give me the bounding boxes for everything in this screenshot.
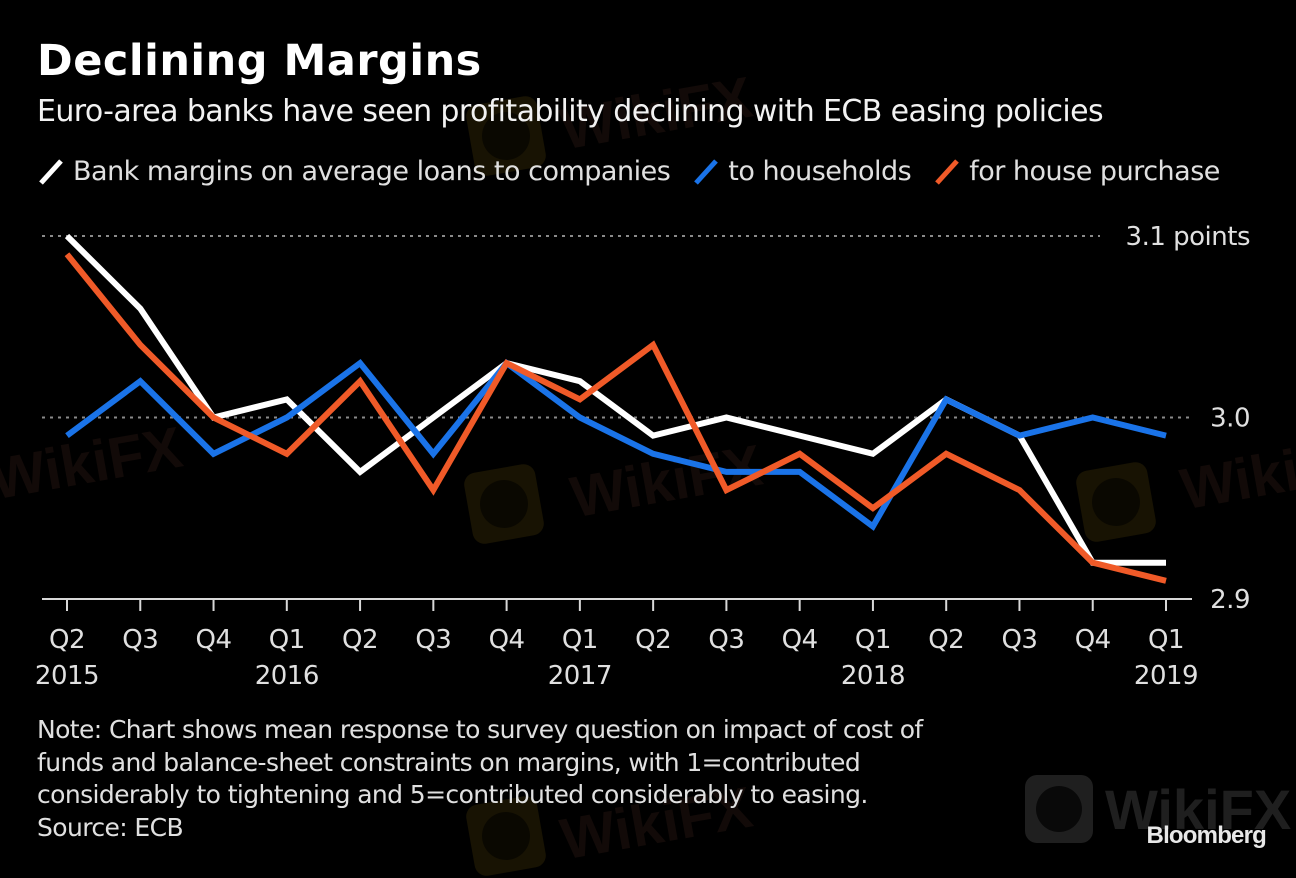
wikifx-logo-icon: [1025, 775, 1093, 843]
series-layer: [64, 233, 1169, 584]
x-tick-label-quarter: Q2: [342, 625, 378, 655]
grid-layer: [42, 235, 1190, 419]
legend-item-households: to households: [692, 156, 912, 187]
series-line-households: [65, 358, 1167, 531]
x-tick-label-year: 2019: [1134, 661, 1198, 691]
bloomberg-logo: Bloomberg: [1146, 822, 1267, 849]
series-line-companies: [64, 233, 1166, 566]
legend-item-house-purchase: for house purchase: [933, 156, 1220, 187]
legend-label-companies: Bank margins on average loans to compani…: [73, 156, 671, 187]
x-tick-label-year: 2016: [255, 661, 319, 691]
data-point-house-purchase: [211, 415, 217, 421]
data-point-companies: [137, 306, 143, 312]
x-tick-label-quarter: Q1: [269, 625, 305, 655]
data-point-households: [870, 523, 876, 529]
note-line: Note: Chart shows mean response to surve…: [37, 715, 923, 744]
chart-title: Declining Margins: [37, 36, 482, 86]
data-point-companies: [723, 415, 729, 421]
data-point-households: [64, 433, 70, 439]
data-point-house-purchase: [357, 378, 363, 384]
legend-swatch-blue-line-icon: [694, 158, 719, 185]
chart-note: Note: Chart shows mean response to surve…: [37, 714, 923, 844]
data-point-house-purchase: [870, 505, 876, 511]
data-point-households: [723, 469, 729, 475]
y-tick-label: 3.1 points: [1126, 222, 1250, 252]
x-tick-label-quarter: Q4: [782, 625, 818, 655]
x-tick-label-quarter: Q1: [562, 625, 598, 655]
data-point-households: [430, 451, 436, 457]
note-line: considerably to tightening and 5=contrib…: [37, 780, 868, 809]
legend-label-house-purchase: for house purchase: [969, 156, 1220, 187]
data-point-house-purchase: [430, 487, 436, 493]
x-tick-label-quarter: Q4: [196, 625, 232, 655]
wikifx-text: WikiFX: [1105, 777, 1292, 841]
data-point-house-purchase: [1090, 560, 1096, 566]
source-line: Source: ECB: [37, 812, 184, 842]
data-point-companies: [357, 469, 363, 475]
x-tick-label-year: 2017: [548, 661, 612, 691]
data-point-companies: [64, 233, 70, 239]
data-point-house-purchase: [1016, 487, 1022, 493]
x-tick-label-quarter: Q3: [122, 625, 158, 655]
label-layer: 3.1 points 3.0 2.9 Q2 2015 Q3 Q4 Q1 2016 Q2 Q3 Q4 Q1…: [35, 222, 1251, 691]
x-tick-label-quarter: Q3: [415, 625, 451, 655]
x-tick-label-quarter: Q3: [1001, 625, 1037, 655]
x-tick-label-quarter: Q4: [489, 625, 525, 655]
data-point-companies: [797, 433, 803, 439]
x-tick-label-quarter: Q2: [49, 625, 85, 655]
data-point-households: [1016, 433, 1022, 439]
series-line-house-purchase: [64, 252, 1167, 584]
data-point-house-purchase: [723, 487, 729, 493]
data-point-companies: [577, 378, 583, 384]
data-point-households: [284, 415, 290, 421]
data-point-households: [650, 451, 656, 457]
x-axis: [42, 598, 1192, 611]
data-point-house-purchase: [137, 342, 143, 348]
data-point-house-purchase: [577, 396, 583, 402]
watermark-wikifx: WikiFX: [1025, 775, 1291, 843]
y-tick-label: 3.0: [1210, 404, 1250, 434]
legend-swatch-white-line-icon: [39, 158, 63, 185]
data-point-households: [357, 360, 363, 366]
x-tick-label-quarter: Q4: [1075, 625, 1111, 655]
data-point-house-purchase: [650, 342, 656, 348]
data-point-households: [943, 396, 949, 402]
data-point-companies: [430, 415, 436, 421]
x-tick-label-quarter: Q2: [928, 625, 964, 655]
x-tick-label-year: 2015: [35, 661, 99, 691]
data-point-households: [137, 378, 143, 384]
legend-label-households: to households: [728, 156, 912, 187]
legend-item-companies: Bank margins on average loans to compani…: [37, 156, 671, 187]
chart-subtitle: Euro-area banks have seen profitability …: [37, 94, 1104, 129]
note-line: funds and balance-sheet constraints on m…: [37, 747, 861, 777]
data-point-households: [1163, 433, 1169, 439]
data-point-house-purchase: [1163, 578, 1169, 584]
data-point-households: [1090, 415, 1096, 421]
data-point-house-purchase: [284, 451, 290, 457]
data-point-companies: [870, 451, 876, 457]
y-tick-label: 2.9: [1210, 585, 1250, 615]
data-point-companies: [650, 433, 656, 439]
data-point-house-purchase: [504, 360, 510, 366]
legend: Bank margins on average loans to compani…: [37, 156, 1242, 187]
data-point-households: [577, 415, 583, 421]
x-tick-label-quarter: Q3: [708, 625, 744, 655]
data-point-households: [797, 469, 803, 475]
legend-swatch-orange-line-icon: [935, 158, 960, 185]
data-point-house-purchase: [64, 251, 70, 257]
data-point-companies: [1163, 560, 1169, 566]
x-tick-label-year: 2018: [841, 661, 905, 691]
x-tick-label-quarter: Q1: [855, 625, 891, 655]
data-point-companies: [284, 396, 290, 402]
data-point-house-purchase: [943, 451, 949, 457]
x-tick-label-quarter: Q1: [1148, 625, 1184, 655]
data-point-households: [211, 451, 217, 457]
data-point-house-purchase: [797, 451, 803, 457]
x-tick-label-quarter: Q2: [635, 625, 671, 655]
